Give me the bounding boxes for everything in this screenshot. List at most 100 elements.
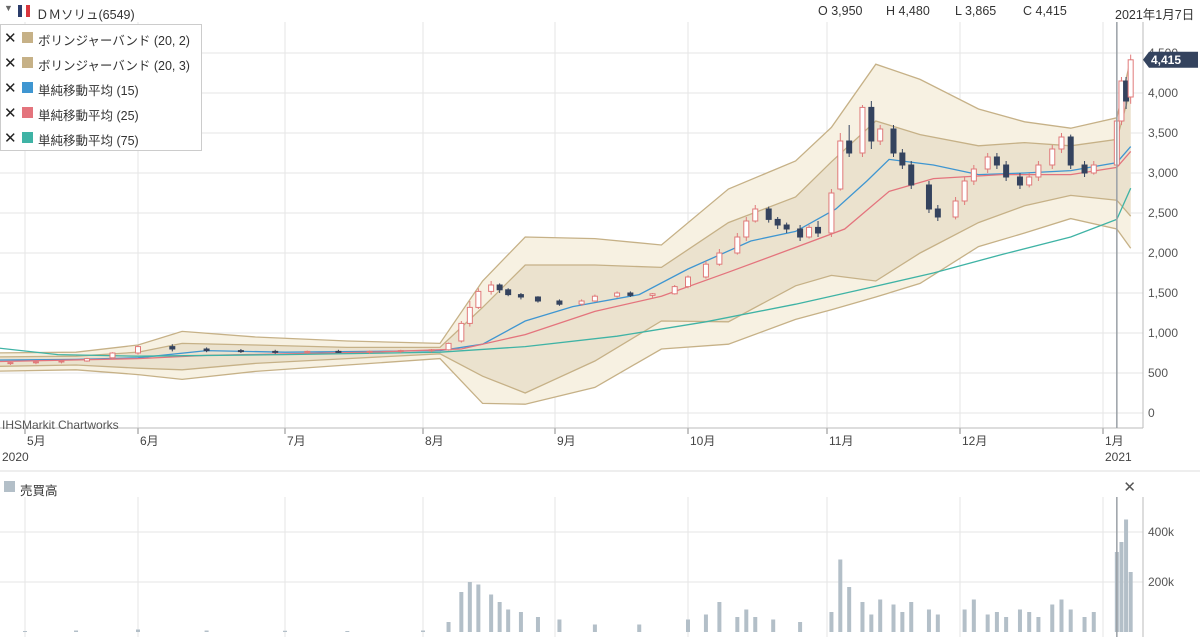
legend-swatch — [22, 57, 33, 68]
y-tick-label: 1,000 — [1148, 326, 1178, 340]
volume-bar — [878, 599, 883, 632]
volume-bar — [900, 612, 905, 632]
candle-down — [203, 348, 210, 352]
candle-up — [1026, 176, 1033, 186]
candle-up — [397, 350, 404, 353]
ticker-title: ＤＭソリュ(6549) — [36, 8, 135, 22]
volume-bar — [962, 609, 967, 632]
volume-bar — [1124, 519, 1129, 632]
chart-header: ▼ ＤＭソリュ(6549) O 3,950 H 4,480 L 3,865 C … — [0, 0, 1200, 22]
candle-up — [135, 346, 141, 354]
candle-down — [868, 106, 875, 142]
legend-label: 単純移動平均 (25) — [38, 109, 139, 123]
volume-panel-header: 売買高 ✕ — [0, 477, 1143, 498]
candle-up — [961, 180, 968, 202]
x-tick-label: 8月 — [425, 434, 444, 448]
y-tick-label: 500 — [1148, 366, 1168, 380]
candle-up — [877, 128, 884, 142]
last-price-label: 4,415 — [1151, 53, 1181, 67]
candle-down — [765, 208, 772, 220]
y-tick-label: 0 — [1148, 406, 1155, 420]
volume-bar — [744, 609, 749, 632]
candle-up — [466, 306, 473, 324]
candle-down — [237, 350, 244, 353]
y-tick-label: 2,000 — [1148, 246, 1178, 260]
volume-bar — [518, 612, 523, 632]
volume-bar — [1068, 609, 1073, 632]
candle-up — [685, 276, 691, 288]
volume-bar — [985, 614, 990, 632]
close-icon[interactable]: ✕ — [4, 130, 17, 147]
japan-flag-icon — [18, 5, 30, 17]
volume-bar — [686, 619, 690, 632]
volume-bar — [535, 617, 540, 632]
volume-bar — [1017, 609, 1022, 632]
volume-bar — [1091, 612, 1096, 632]
high-value: H 4,480 — [886, 4, 930, 18]
candle-down — [815, 226, 822, 234]
close-icon[interactable]: ✕ — [4, 105, 17, 122]
volume-bar — [557, 619, 562, 632]
candle-up — [7, 362, 14, 365]
legend-label: 単純移動平均 (15) — [38, 84, 139, 98]
close-icon[interactable]: ✕ — [4, 80, 17, 97]
volume-bar — [753, 617, 758, 632]
date-label: 2021年1月7日 — [1115, 8, 1195, 22]
candle-up — [109, 352, 116, 359]
volume-bar — [1059, 599, 1064, 632]
close-icon[interactable]: ✕ — [4, 30, 17, 47]
caret-down-icon[interactable]: ▼ — [4, 3, 13, 13]
y-tick-label: 1,500 — [1148, 286, 1178, 300]
volume-bar — [838, 559, 843, 632]
bollinger-2-fill — [0, 89, 1131, 393]
volume-bar — [798, 622, 803, 632]
candle-down — [783, 224, 790, 230]
legend-item-bollinger-20-2: ✕ ボリンジャーバンド (20, 2) — [1, 26, 201, 50]
volume-bar — [1004, 617, 1009, 632]
candle-up — [366, 350, 373, 353]
volume-bar — [847, 587, 852, 632]
bollinger-2-lower — [0, 194, 1132, 394]
close-icon[interactable]: ✕ — [1123, 479, 1136, 496]
x-tick-label: 7月 — [287, 434, 306, 448]
x-tick-label: 12月 — [962, 434, 987, 448]
volume-bar — [637, 624, 642, 632]
y-tick-label: 4,000 — [1148, 86, 1178, 100]
volume-bar — [497, 602, 502, 632]
candle-down — [934, 208, 941, 218]
candle-up — [752, 208, 759, 222]
candle-down — [774, 218, 781, 226]
volume-bar — [506, 609, 511, 632]
legend-item-bollinger-20-3: ✕ ボリンジャーバンド (20, 3) — [1, 51, 201, 75]
bollinger-3-upper — [0, 59, 1132, 354]
candle-up — [716, 252, 723, 265]
volume-bar — [735, 617, 740, 632]
volume-bar — [1082, 617, 1087, 632]
candle-down — [517, 294, 524, 298]
volume-bar — [771, 619, 776, 632]
candle-up — [83, 358, 90, 362]
candle-down — [1003, 164, 1010, 178]
volume-bar — [421, 630, 425, 632]
candle-down — [556, 300, 563, 305]
candle-up — [614, 292, 621, 297]
volume-bar — [891, 604, 896, 632]
candle-down — [993, 156, 1000, 166]
y-tick-label: 3,000 — [1148, 166, 1178, 180]
volume-bar — [1036, 617, 1041, 632]
volume-y-tick-label: 400k — [1148, 525, 1175, 539]
candle-up — [828, 192, 835, 234]
volume-panel-label: 売買高 — [20, 484, 58, 498]
candle-down — [1081, 164, 1088, 174]
last-price-tag — [1143, 51, 1198, 68]
volume-y-tick-label: 200k — [1148, 575, 1175, 589]
close-value: C 4,415 — [1023, 4, 1067, 18]
low-value: L 3,865 — [955, 4, 997, 18]
candle-up — [475, 290, 482, 308]
candle-down — [1067, 136, 1074, 166]
close-icon[interactable]: ✕ — [4, 55, 17, 72]
volume-bar — [592, 624, 597, 632]
volume-bar — [489, 594, 494, 632]
volume-bars — [23, 519, 1133, 632]
volume-bar — [1119, 542, 1124, 632]
